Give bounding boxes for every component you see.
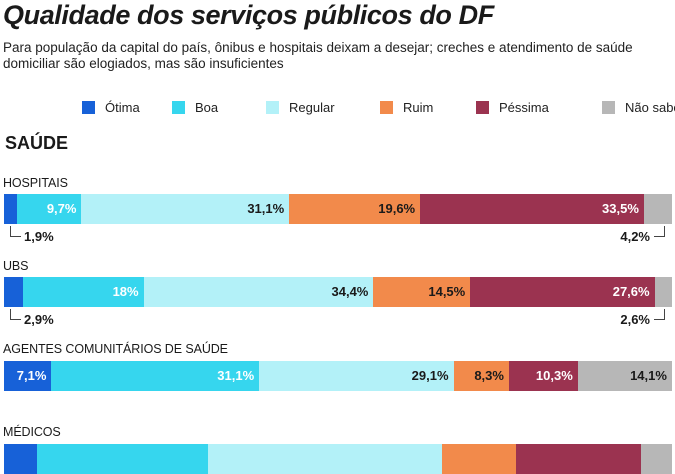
bar-segment-nao-sabem (640, 444, 672, 474)
bar-segment-ruim (442, 444, 516, 474)
bar-segment-regular: 31,1% (81, 194, 290, 224)
data-label: 27,6% (612, 284, 650, 299)
legend-label-regular: Regular (289, 99, 335, 115)
callout-line-left (10, 226, 21, 237)
legend-label-otima: Ótima (105, 99, 140, 115)
bar-ubs: 18% 34,4% 14,5% 27,6% (4, 277, 672, 307)
legend-swatch-boa (172, 100, 185, 114)
data-label: 14,1% (630, 368, 667, 383)
bar-medicos (4, 444, 672, 474)
callout-line-right (654, 226, 665, 237)
legend-swatch-regular (266, 100, 279, 114)
bar-segment-nao-sabem (654, 277, 672, 307)
bar-segment-otima (4, 194, 17, 224)
chart-title: Qualidade dos serviços públicos do DF (3, 0, 494, 30)
data-label: 14,5% (428, 284, 466, 299)
callout-label-left: 2,9% (24, 312, 54, 327)
data-label: 31,1% (217, 368, 255, 383)
legend-label-boa: Boa (195, 99, 219, 115)
data-label: 10,3% (535, 368, 573, 383)
callout-line-left (10, 309, 21, 320)
legend-item-nao-sabem: Não sabem (602, 100, 675, 115)
callout-label-left: 1,9% (24, 229, 54, 244)
legend-label-pessima: Péssima (499, 99, 549, 115)
row-label-ubs: UBS (3, 259, 29, 273)
bar-segment-otima (4, 444, 38, 474)
legend-item-regular: Regular (266, 100, 380, 115)
bar-hospitais: 9,7% 31,1% 19,6% 33,5% (4, 194, 672, 224)
bar-segment-boa: 31,1% (51, 361, 260, 391)
data-label: 18% (112, 284, 139, 299)
bar-segment-ruim: 8,3% (453, 361, 509, 391)
legend-item-boa: Boa (172, 100, 266, 115)
legend: Ótima Boa Regular Ruim Péssima Não sabem (82, 98, 675, 116)
legend-item-ruim: Ruim (380, 100, 476, 115)
callout-label-right: 4,2% (620, 229, 650, 244)
callout-line-right (654, 309, 665, 320)
row-label-hospitais: HOSPITAIS (3, 176, 68, 190)
row-label-medicos: MÉDICOS (3, 425, 61, 439)
data-label: 7,1% (16, 368, 47, 383)
bar-segment-ruim: 19,6% (289, 194, 421, 224)
bar-segment-pessima: 33,5% (420, 194, 644, 224)
bar-segment-nao-sabem: 14,1% (577, 361, 672, 391)
legend-swatch-nao-sabem (602, 100, 615, 114)
bar-segment-boa (37, 444, 209, 474)
data-label: 34,4% (331, 284, 369, 299)
legend-label-nao-sabem: Não sabem (625, 99, 675, 115)
callout-label-right: 2,6% (620, 312, 650, 327)
legend-label-ruim: Ruim (403, 99, 434, 115)
data-label: 31,1% (247, 201, 285, 216)
data-label: 9,7% (46, 201, 77, 216)
bar-segment-regular: 29,1% (259, 361, 454, 391)
section-title: SAÚDE (5, 133, 69, 153)
bar-segment-otima (4, 277, 24, 307)
bar-segment-regular: 34,4% (143, 277, 374, 307)
bar-segment-ruim: 14,5% (373, 277, 471, 307)
bar-segment-pessima: 27,6% (470, 277, 655, 307)
data-label: 33,5% (602, 201, 639, 216)
legend-item-otima: Ótima (82, 100, 172, 115)
row-label-agentes-comunitarios-de-saude: AGENTES COMUNITÁRIOS DE SAÚDE (3, 342, 228, 356)
bar-segment-otima: 7,1% (4, 361, 52, 391)
legend-swatch-otima (82, 100, 95, 114)
bar-segment-regular (208, 444, 443, 474)
legend-swatch-pessima (476, 100, 489, 114)
data-label: 29,1% (411, 368, 449, 383)
bar-segment-boa: 18% (23, 277, 144, 307)
bar-segment-pessima (515, 444, 641, 474)
legend-swatch-ruim (380, 100, 393, 114)
bar-segment-nao-sabem (643, 194, 672, 224)
bar-agentes-comunitarios-de-saude: 7,1% 31,1% 29,1% 8,3% 10,3% 14,1% (4, 361, 672, 391)
chart-subtitle: Para população da capital do país, ônibu… (3, 40, 633, 71)
bar-segment-boa: 9,7% (16, 194, 82, 224)
data-label: 8,3% (474, 368, 504, 383)
data-label: 19,6% (378, 201, 416, 216)
legend-item-pessima: Péssima (476, 100, 602, 115)
bar-segment-pessima: 10,3% (508, 361, 578, 391)
